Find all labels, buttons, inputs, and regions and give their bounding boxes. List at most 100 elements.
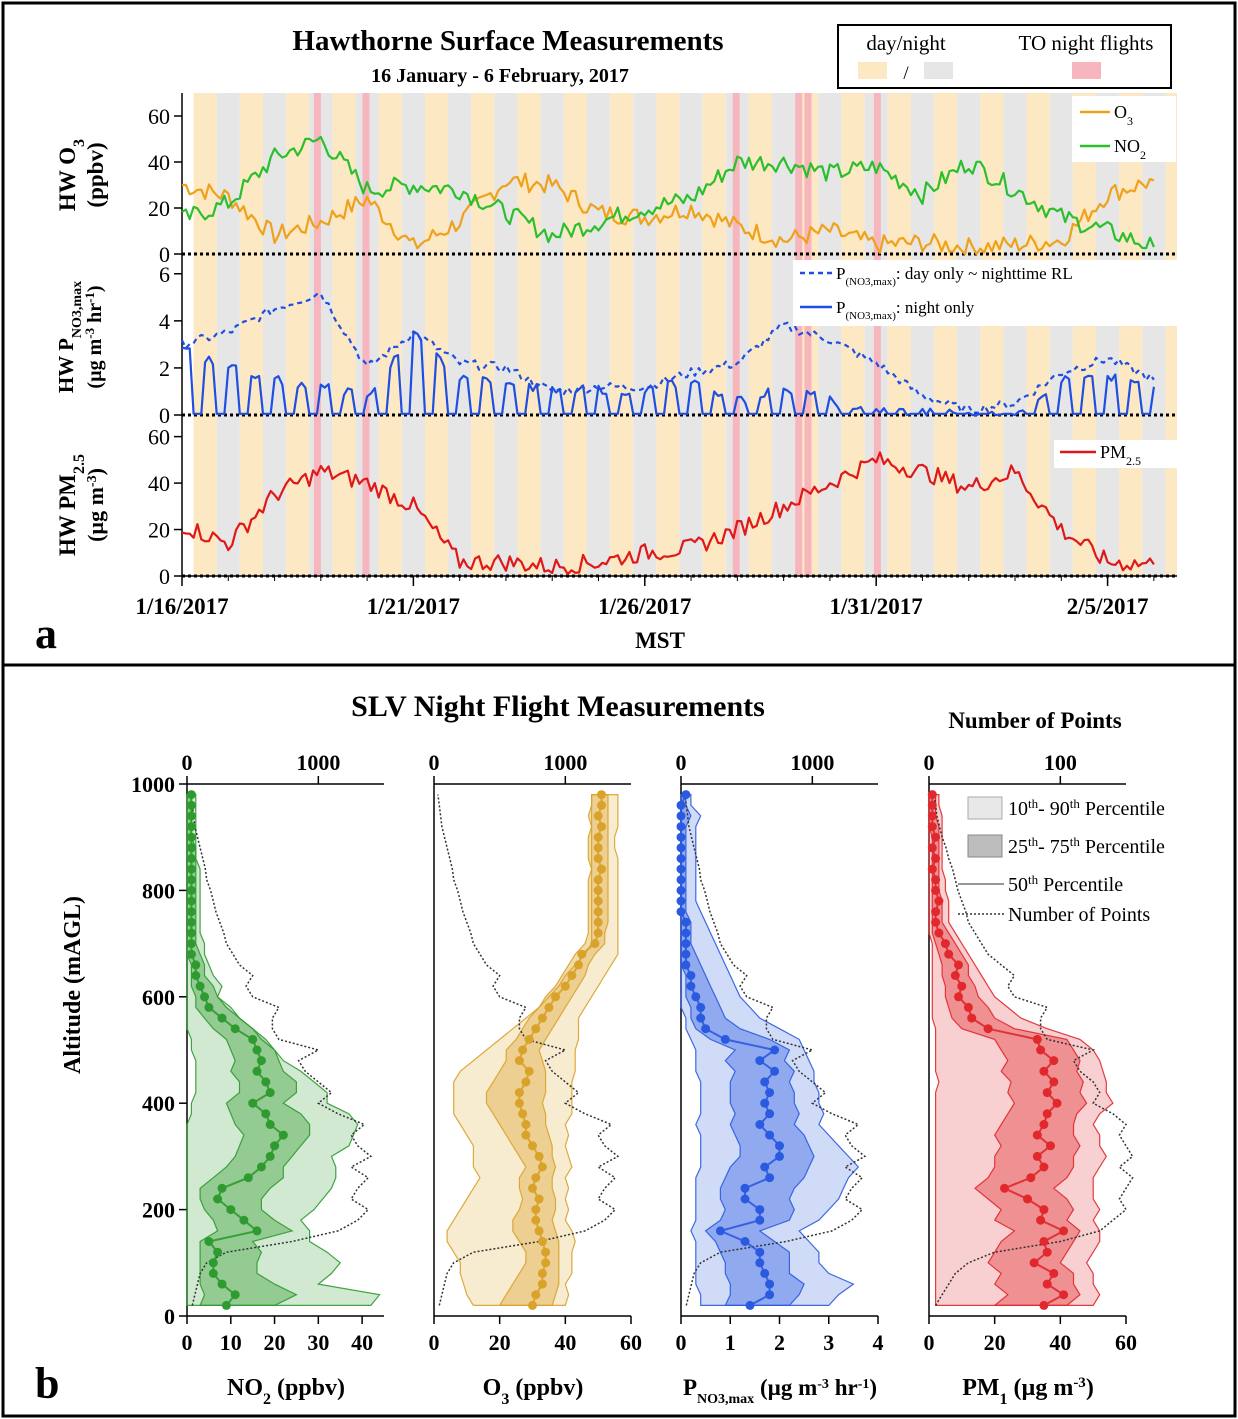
median-point	[248, 1034, 258, 1044]
alt-tick-label: 1000	[131, 772, 175, 797]
legend-to-night-flights-label: TO night flights	[1019, 31, 1154, 55]
median-point	[531, 1173, 541, 1183]
median-point	[755, 1056, 765, 1066]
y-label-altitude: Altitude (mAGL)	[60, 896, 86, 1074]
median-point	[676, 822, 686, 832]
legend-pm25	[1054, 440, 1177, 468]
median-point	[934, 928, 944, 938]
median-point	[931, 875, 941, 885]
median-point	[676, 811, 686, 821]
median-point	[531, 1290, 541, 1300]
median-point	[755, 1215, 765, 1225]
median-point	[256, 1056, 266, 1066]
median-point	[195, 981, 205, 991]
median-point	[217, 1183, 227, 1193]
night-band	[216, 93, 240, 576]
series-line	[181, 172, 1155, 256]
median-point	[745, 1300, 755, 1310]
day-band	[424, 93, 449, 576]
panel-a: 1/16/2017 1/21/2017 1/26/2017 1/31/2017 2/5/…	[35, 24, 1179, 658]
median-point	[593, 896, 603, 906]
median-point	[544, 1002, 554, 1012]
median-point	[186, 790, 196, 800]
y-tick-label: 0	[159, 564, 170, 589]
panel-b-title: SLV Night Flight Measurements	[351, 690, 765, 723]
x-tick-label: 2/5/2017	[1067, 594, 1149, 619]
median-point	[950, 971, 960, 980]
median-point	[265, 1151, 275, 1161]
median-point	[676, 896, 686, 906]
y-tick-label: 2	[159, 356, 170, 381]
median-point	[676, 907, 686, 917]
night-flight-band	[362, 93, 370, 576]
x-tick-label: 40	[1049, 1330, 1071, 1355]
night-band	[262, 93, 287, 576]
x-tick-label: 60	[620, 1330, 642, 1355]
median-point	[270, 1141, 280, 1151]
median-point	[681, 960, 691, 970]
median-point	[186, 907, 196, 917]
median-point	[278, 1130, 288, 1140]
y-tick-label: 4	[159, 309, 170, 334]
median-point	[765, 1173, 775, 1183]
median-point	[931, 885, 941, 895]
median-point	[567, 971, 577, 980]
median-point	[1032, 1130, 1042, 1140]
median-point	[1042, 1088, 1052, 1098]
top-tick-label: 0	[924, 750, 935, 775]
night-band	[818, 93, 842, 576]
median-point	[676, 854, 686, 863]
median-point	[541, 1258, 551, 1268]
median-point	[265, 1088, 275, 1098]
day-band	[656, 93, 680, 576]
x-tick-label: 30	[307, 1330, 329, 1355]
median-point	[681, 939, 691, 949]
median-point	[514, 1098, 524, 1108]
median-point	[537, 1237, 547, 1246]
npoints-line	[933, 794, 1134, 1306]
top-tick-label: 0	[182, 750, 193, 775]
median-point	[537, 1268, 547, 1278]
median-point	[1039, 1205, 1049, 1215]
median-point	[755, 1205, 765, 1215]
median-point	[676, 864, 686, 874]
series-line	[181, 451, 1155, 576]
median-point	[715, 1226, 725, 1236]
legend-day-swatch	[858, 62, 887, 79]
panel-a-series: 1/16/2017 1/21/2017 1/26/2017 1/31/2017 2/5/…	[135, 93, 1177, 619]
median-point	[934, 896, 944, 906]
median-point	[1023, 1194, 1032, 1204]
top-axis-title: Number of Points	[948, 708, 1121, 733]
median-point	[967, 1013, 977, 1023]
median-point	[531, 1215, 541, 1225]
day-band	[563, 93, 587, 576]
legend-pno3	[793, 260, 1179, 326]
day-band	[887, 93, 911, 576]
median-point	[186, 949, 196, 959]
x-tick-label: 3	[823, 1330, 834, 1355]
median-point	[765, 1088, 775, 1098]
median-point	[740, 1194, 750, 1204]
x-label-pm1: PM1 (µg m-3)	[962, 1375, 1094, 1408]
x-label-o3: O3 (ppbv)	[483, 1375, 584, 1408]
median-point	[186, 811, 196, 821]
median-point	[597, 864, 606, 874]
median-point	[186, 896, 196, 906]
alt-tick-label: 0	[164, 1304, 175, 1329]
median-point	[521, 1077, 531, 1087]
legend-night-swatch	[924, 62, 953, 79]
night-flight-band	[873, 93, 881, 576]
day-night-legend-box	[837, 24, 1172, 89]
median-point	[230, 1290, 240, 1300]
median-point	[213, 1247, 223, 1257]
median-point	[681, 928, 691, 938]
median-point	[191, 971, 201, 980]
x-label-mst: MST	[635, 628, 685, 653]
median-point	[740, 1237, 750, 1246]
median-point	[593, 832, 603, 842]
panel-a-subtitle: 16 January - 6 February, 2017	[371, 65, 629, 87]
median-point	[261, 1109, 271, 1119]
y-tick-label: 60	[148, 425, 170, 450]
